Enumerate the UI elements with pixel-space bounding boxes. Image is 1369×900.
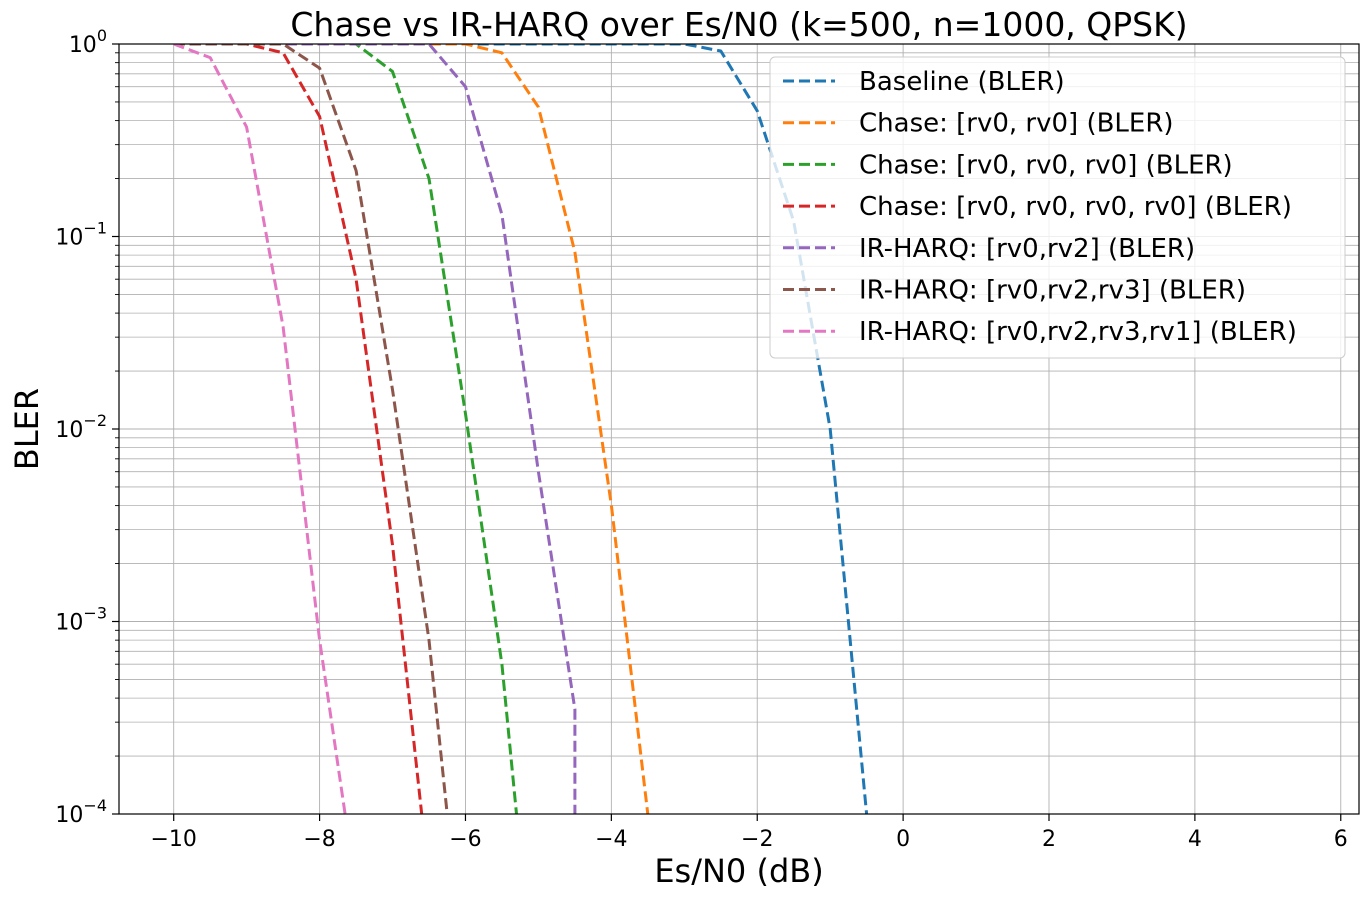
y-tick-base: 10: [55, 226, 83, 251]
x-tick-label: −2: [741, 827, 773, 852]
x-tick-label: 4: [1188, 827, 1202, 852]
x-tick-label: −4: [595, 827, 627, 852]
x-tick-label: 2: [1042, 827, 1056, 852]
legend-label-2: Chase: [rv0, rv0, rv0] (BLER): [859, 150, 1233, 180]
series-line-0: [173, 44, 869, 814]
y-tick-label: 10−1: [55, 219, 107, 251]
x-tick-label: 6: [1334, 827, 1348, 852]
chart-title: Chase vs IR-HARQ over Es/N0 (k=500, n=10…: [290, 5, 1187, 44]
legend-box: [769, 56, 1346, 359]
series-line-4: [173, 44, 577, 814]
series-line-1: [173, 44, 650, 814]
x-axis-label: Es/N0 (dB): [654, 852, 823, 890]
legend-label-4: IR-HARQ: [rv0,rv2] (BLER): [859, 234, 1195, 264]
y-tick-exponent: 0: [97, 26, 107, 45]
y-tick-exponent: −2: [83, 411, 107, 430]
x-tick-label: −10: [150, 827, 196, 852]
y-tick-base: 10: [69, 33, 97, 58]
y-tick-exponent: −3: [83, 604, 107, 623]
y-tick-base: 10: [55, 611, 83, 636]
legend-label-3: Chase: [rv0, rv0, rv0, rv0] (BLER): [859, 192, 1292, 222]
legend-label-1: Chase: [rv0, rv0] (BLER): [859, 109, 1174, 139]
y-axis-label: BLER: [8, 388, 46, 470]
x-axis-ticks: −10 −8 −6 −4 −2 0 2 4 6: [150, 814, 1348, 852]
legend: Baseline (BLER) Chase: [rv0, rv0] (BLER) C…: [769, 56, 1346, 359]
y-tick-base: 10: [55, 803, 83, 828]
y-tick-exponent: −4: [83, 796, 107, 815]
x-tick-label: 0: [896, 827, 910, 852]
series-layer: [173, 44, 869, 814]
series-line-3: [173, 44, 424, 814]
y-tick-base: 10: [55, 418, 83, 443]
legend-label-6: IR-HARQ: [rv0,rv2,rv3,rv1] (BLER): [859, 317, 1297, 347]
series-line-6: [173, 44, 347, 814]
legend-label-5: IR-HARQ: [rv0,rv2,rv3] (BLER): [859, 276, 1246, 306]
y-tick-label: 100: [69, 26, 107, 58]
series-line-2: [173, 44, 518, 814]
y-tick-exponent: −1: [83, 219, 107, 238]
x-tick-label: −8: [303, 827, 335, 852]
y-tick-label: 10−3: [55, 604, 107, 636]
y-tick-label: 10−4: [55, 796, 107, 828]
series-line-5: [173, 44, 449, 814]
x-tick-label: −6: [449, 827, 481, 852]
legend-label-0: Baseline (BLER): [859, 67, 1065, 97]
y-tick-label: 10−2: [55, 411, 107, 443]
